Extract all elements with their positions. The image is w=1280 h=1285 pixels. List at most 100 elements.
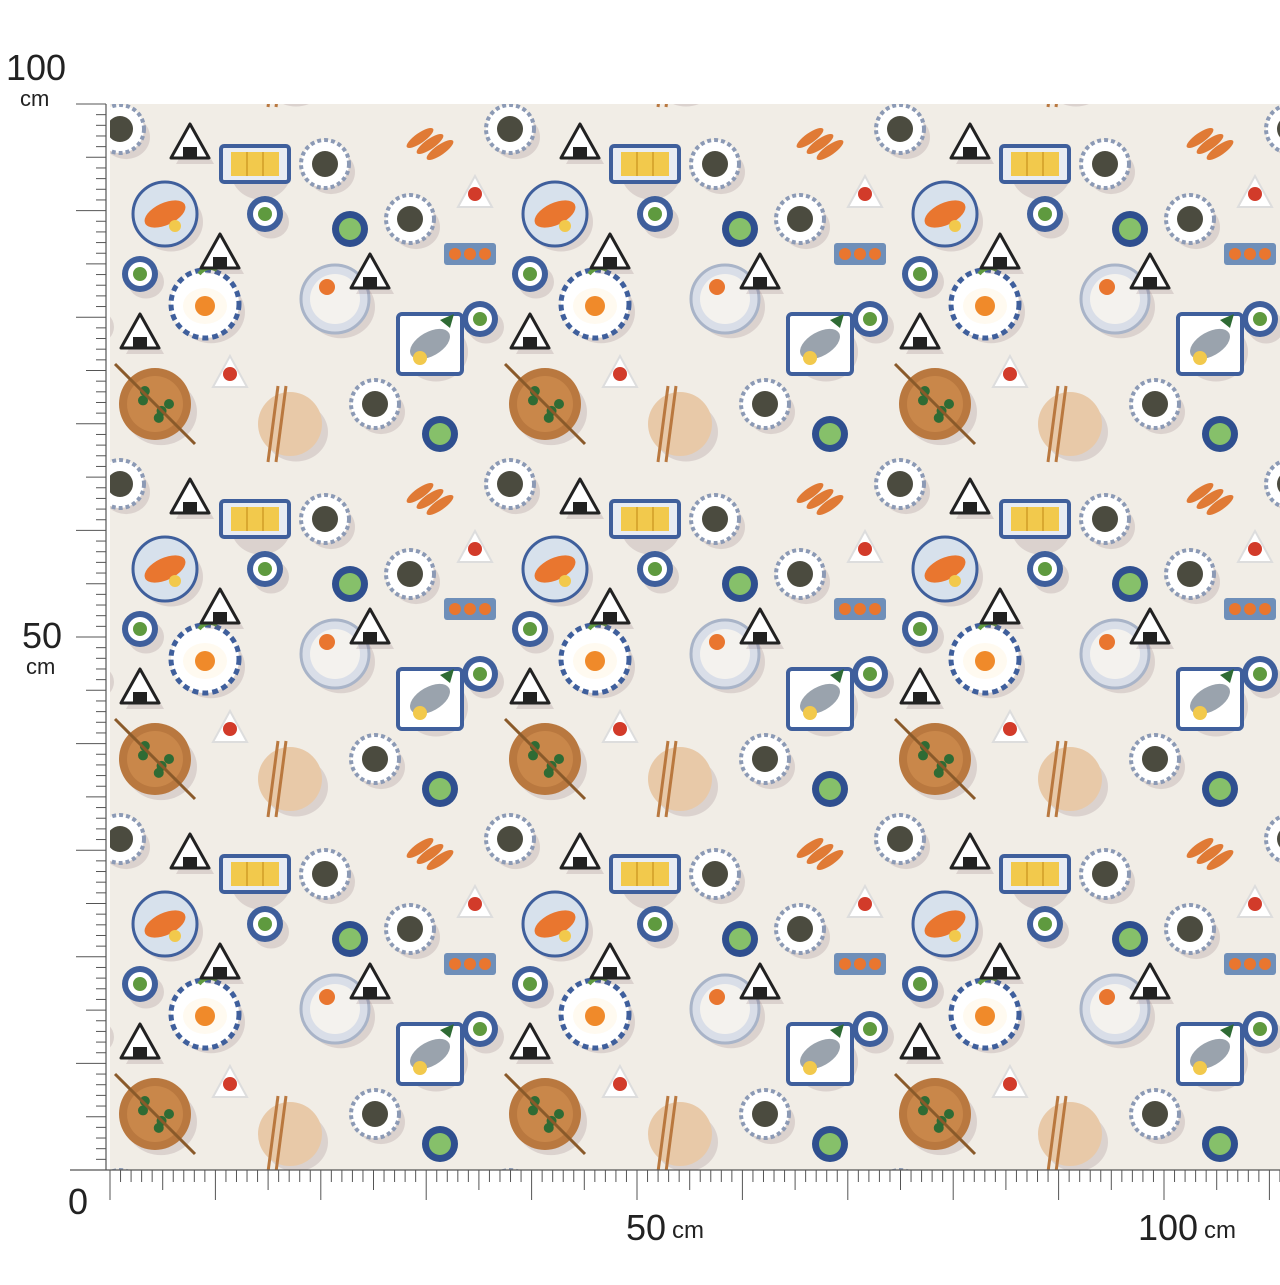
smallbowl-motif (247, 196, 289, 239)
smallbowl-motif (902, 611, 944, 654)
umeboshi-motif (601, 708, 639, 743)
dish-motif (1129, 378, 1185, 435)
tray-motif (1224, 243, 1276, 265)
dish-motif (874, 813, 930, 870)
soup-motif (893, 1072, 977, 1156)
umeboshi-motif (211, 708, 249, 743)
dish-motif (349, 733, 405, 790)
ruler-mark-100-unit: cm (1204, 1217, 1236, 1244)
smallbowl-motif (637, 551, 679, 594)
chopsticks-motif (258, 1095, 328, 1170)
onigiri-motif (899, 667, 944, 709)
dish-motif (299, 493, 355, 550)
smallbowl-motif (512, 966, 554, 1009)
egg-motif (948, 265, 1025, 344)
onigiri-motif (119, 1022, 164, 1064)
smallbowl-motif (110, 1026, 114, 1048)
soup-motif (893, 717, 977, 801)
egg-motif (558, 265, 635, 344)
umeboshi-motif (846, 883, 884, 918)
dish-motif (689, 493, 745, 550)
salmon-motif (911, 180, 983, 252)
leaf-motif (722, 921, 758, 957)
rice-motif (1079, 973, 1155, 1049)
soup-motif (113, 717, 197, 801)
dish-motif (1264, 105, 1280, 154)
onigiri-motif (119, 667, 164, 709)
tamago-motif (609, 854, 681, 910)
tamago-motif (999, 499, 1071, 555)
smallbowl-motif (512, 256, 554, 299)
dish-motif (689, 848, 745, 905)
dish-motif (1164, 548, 1220, 605)
salmon-motif (131, 890, 203, 962)
tray-motif (834, 953, 886, 975)
ruler-mark-50-unit: cm (672, 1217, 704, 1244)
soup-motif (113, 1072, 197, 1156)
smallbowl-motif (1027, 196, 1069, 239)
fish-motif (786, 1022, 858, 1092)
chopsticks-motif (1038, 1095, 1108, 1170)
dish-motif (739, 378, 795, 435)
egg-motif (558, 975, 635, 1054)
dish-motif (874, 458, 930, 515)
dish-motif (384, 548, 440, 605)
fish-motif (1176, 312, 1248, 382)
smallbowl-motif (122, 611, 164, 654)
sausage-motif (1186, 837, 1234, 871)
onigiri-motif (349, 607, 394, 649)
smallbowl-motif (512, 611, 554, 654)
leaf-motif (332, 921, 368, 957)
umeboshi-motif (846, 528, 884, 563)
ruler-top-value: 100 (6, 47, 67, 88)
ruler-mark-100: 100 (1138, 1207, 1199, 1248)
dish-motif (1129, 1088, 1185, 1145)
leaf-motif (812, 416, 848, 452)
onigiri-motif (349, 962, 394, 1004)
onigiri-motif (949, 122, 994, 164)
onigiri-motif (979, 587, 1024, 629)
onigiri-motif (199, 942, 244, 984)
smallbowl-motif (122, 256, 164, 299)
leaf-motif (1202, 1126, 1238, 1162)
onigiri-motif (739, 607, 784, 649)
egg-motif (168, 265, 245, 344)
leaf-motif (1112, 211, 1148, 247)
smallbowl-motif (247, 906, 289, 949)
onigiri-motif (559, 477, 604, 519)
onigiri-motif (949, 477, 994, 519)
smallbowl-motif (110, 316, 114, 338)
onigiri-motif (1129, 607, 1174, 649)
onigiri-motif (199, 587, 244, 629)
vertical-ruler-ticks (76, 103, 107, 1171)
dish-motif (484, 813, 540, 870)
dish-motif (349, 1088, 405, 1145)
dish-motif (384, 903, 440, 960)
smallbowl-motif (852, 656, 894, 699)
fish-motif (396, 312, 468, 382)
dish-motif (1164, 193, 1220, 250)
onigiri-motif (739, 252, 784, 294)
leaf-motif (422, 416, 458, 452)
ruler-origin: 0 (68, 1181, 89, 1222)
onigiri-motif (979, 232, 1024, 274)
dish-motif (349, 378, 405, 435)
umeboshi-motif (1236, 883, 1274, 918)
dish-motif (1264, 460, 1280, 509)
dish-motif (739, 1088, 795, 1145)
chopsticks-motif (1046, 104, 1089, 108)
dish-motif (689, 138, 745, 195)
onigiri-motif (349, 252, 394, 294)
dish-motif (774, 548, 830, 605)
onigiri-motif (899, 1022, 944, 1064)
tamago-motif (219, 499, 291, 555)
soup-motif (893, 362, 977, 446)
smallbowl-motif (902, 256, 944, 299)
tray-motif (834, 598, 886, 620)
onigiri-motif (509, 1022, 554, 1064)
dish-motif (299, 138, 355, 195)
rice-motif (299, 618, 375, 694)
onigiri-motif (589, 942, 634, 984)
sausage-motif (1186, 127, 1234, 161)
chopsticks-motif (648, 385, 718, 463)
